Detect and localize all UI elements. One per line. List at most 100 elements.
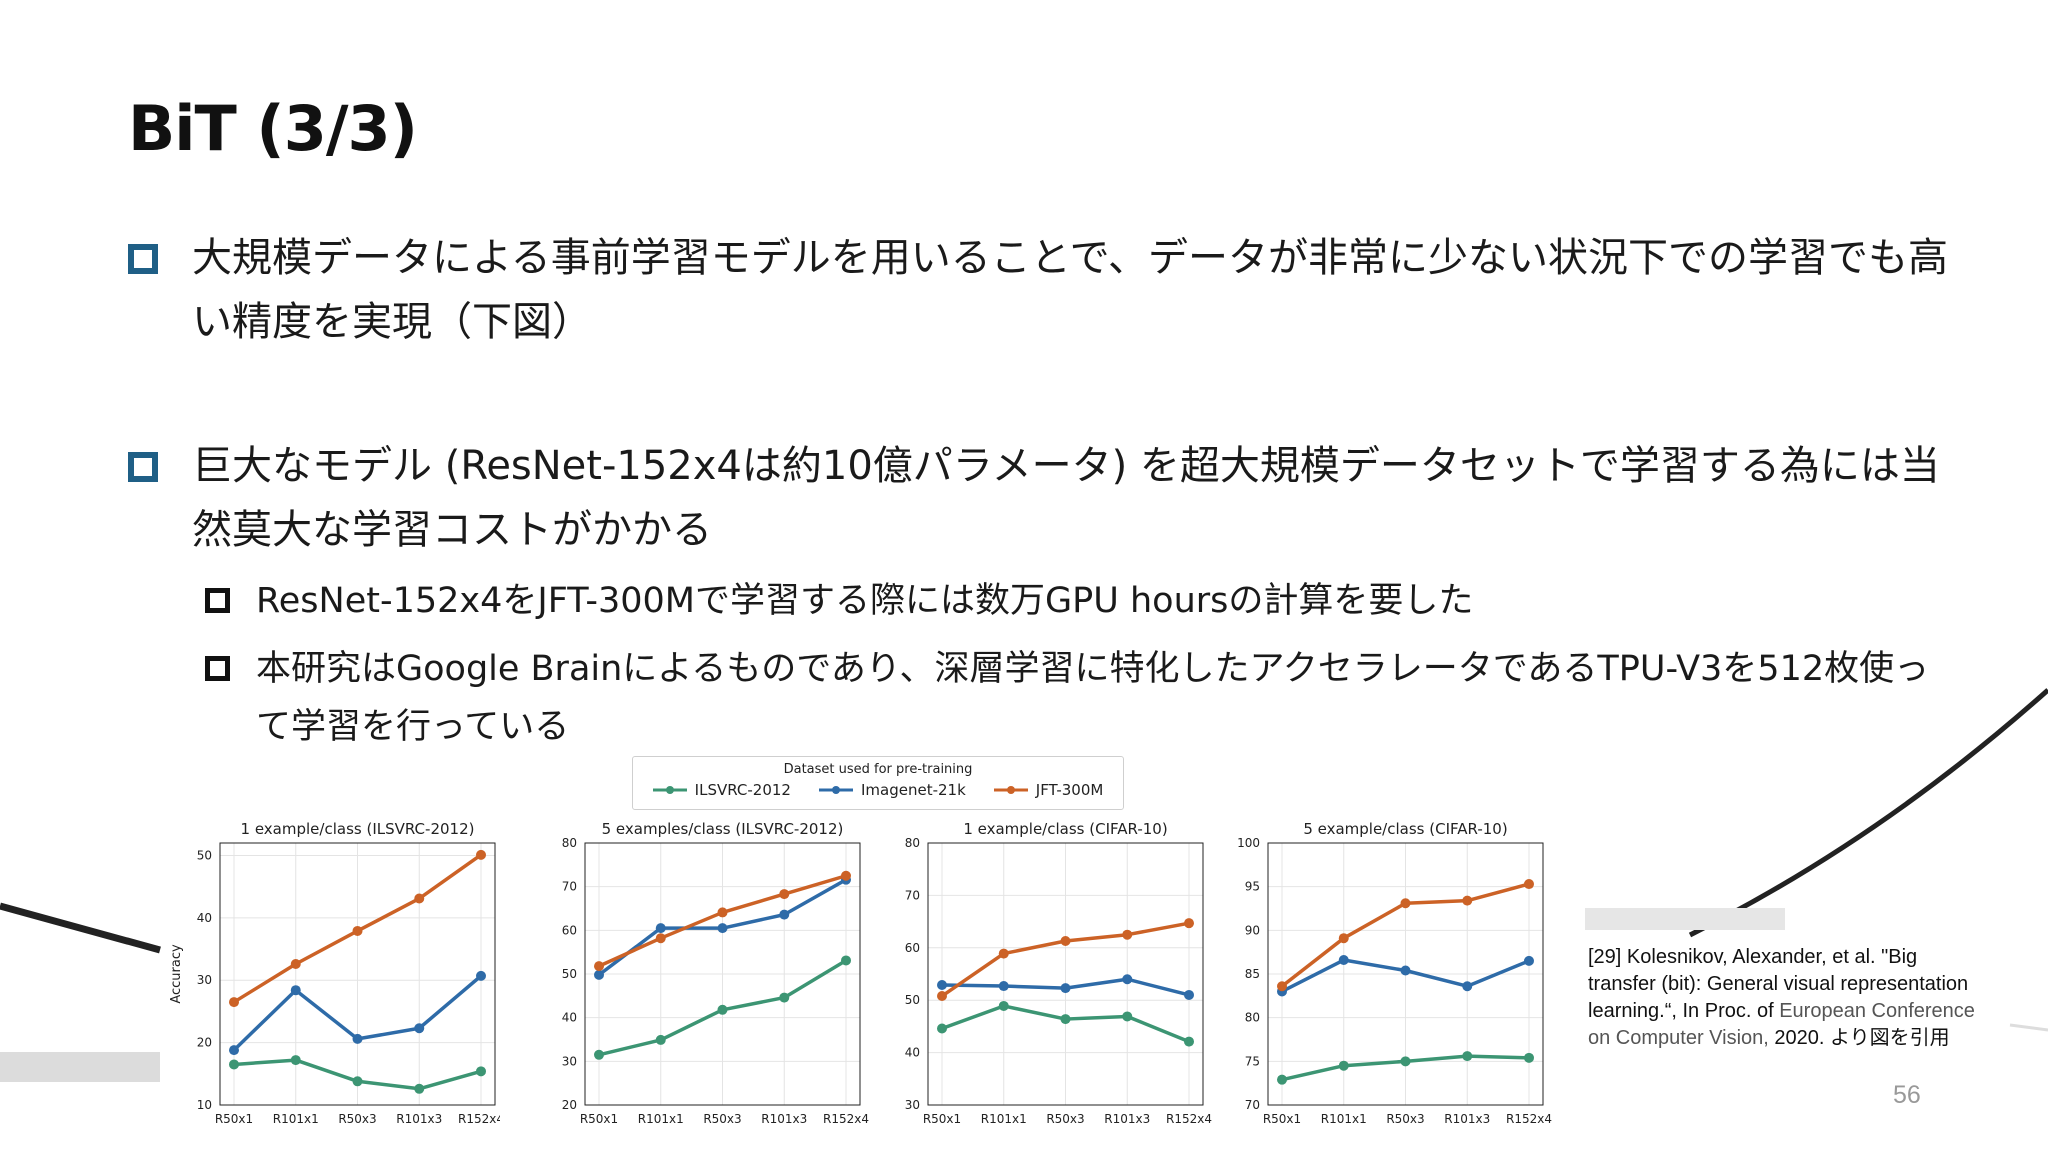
data-point — [414, 1023, 425, 1034]
y-axis-label: Accuracy — [169, 944, 184, 1004]
data-point — [1122, 974, 1133, 985]
x-tick-label: R50x1 — [215, 1112, 253, 1126]
data-point — [352, 925, 363, 936]
sub-bullet-text: 本研究はGoogle Brainによるものであり、深層学習に特化したアクセラレー… — [256, 649, 1930, 747]
y-tick-label: 70 — [1245, 1098, 1260, 1112]
x-tick-label: R50x3 — [703, 1112, 741, 1126]
chart-1-example-cifar10: 1 example/class (CIFAR-10) 30 40 50 60 70 80 R5… — [905, 820, 1212, 1126]
x-tick-label: R50x3 — [338, 1112, 376, 1126]
x-tick-label: R101x1 — [981, 1112, 1027, 1126]
data-point — [1400, 1056, 1411, 1067]
x-tick-label: R152x4 — [458, 1112, 500, 1126]
data-point — [779, 889, 790, 900]
y-tick-label: 20 — [562, 1098, 577, 1112]
square-bullet-icon — [205, 656, 230, 681]
plot-frame — [219, 842, 496, 1106]
data-point — [1524, 1052, 1534, 1063]
square-bullet-icon — [128, 452, 158, 482]
x-tick-label: R101x1 — [273, 1112, 319, 1126]
data-point — [1524, 879, 1534, 890]
citation-main: [29] Kolesnikov, Alexander, et al. "Big … — [1588, 946, 1969, 1022]
y-tick-label: 75 — [1245, 1054, 1260, 1068]
plot-frame — [1267, 842, 1544, 1106]
data-point — [779, 992, 790, 1003]
data-point — [998, 981, 1009, 992]
data-point — [352, 1076, 363, 1087]
x-tick-label: R50x3 — [1386, 1112, 1424, 1126]
data-point — [998, 1000, 1009, 1011]
data-point — [594, 1049, 604, 1060]
data-point — [1060, 935, 1071, 946]
data-point — [594, 969, 604, 980]
sub-bullet-tpu: 本研究はGoogle Brainによるものであり、深層学習に特化したアクセラレー… — [205, 640, 1945, 756]
page-number: 56 — [1893, 1081, 1921, 1109]
y-tick-label: 30 — [197, 973, 212, 987]
data-point — [1462, 895, 1473, 906]
y-tick-label: 100 — [1237, 836, 1260, 850]
legend-title: Dataset used for pre-training — [783, 762, 973, 777]
y-tick-label: 70 — [905, 888, 920, 902]
legend-label: JFT-300M — [1035, 781, 1104, 799]
x-tick-label: R50x1 — [923, 1112, 961, 1126]
data-point — [1184, 989, 1194, 1000]
data-point — [937, 1023, 947, 1034]
legend-item: JFT-300M — [993, 781, 1104, 799]
x-tick-label: R50x1 — [1263, 1112, 1301, 1126]
data-point — [655, 1034, 666, 1045]
data-point — [1462, 981, 1473, 992]
chart-5-examples-ilsvrc: 5 examples/class (ILSVRC-2012) 20 30 40 50 60… — [562, 820, 869, 1126]
data-point — [937, 980, 947, 991]
x-tick-label: R50x1 — [580, 1112, 618, 1126]
plot-frame — [927, 842, 1204, 1106]
data-point — [1277, 981, 1287, 992]
data-point — [476, 849, 486, 860]
data-point — [1060, 1014, 1071, 1025]
bullet-pretraining: 大規模データによる事前学習モデルを用いることで、データが非常に少ない状況下での学… — [128, 226, 1948, 354]
y-tick-label: 90 — [1245, 923, 1260, 937]
legend-label: Imagenet-21k — [860, 781, 966, 799]
citation-tail: 2020. より図を引用 — [1768, 1027, 1950, 1049]
data-point — [290, 1055, 301, 1066]
data-point — [717, 907, 728, 918]
data-point — [1122, 929, 1133, 940]
y-tick-label: 10 — [197, 1098, 212, 1112]
data-point — [779, 909, 790, 920]
data-point — [841, 870, 851, 881]
data-point — [414, 1083, 425, 1094]
sub-bullet-gpu-hours: ResNet-152x4をJFT-300Mで学習する際には数万GPU hours… — [205, 572, 1945, 630]
data-point — [998, 948, 1009, 959]
citation-venue: European Conference on Computer Vision, — [1588, 1000, 1975, 1049]
x-tick-label: R101x1 — [1321, 1112, 1367, 1126]
chart-legend: Dataset used for pre-training ILSVRC-201… — [632, 756, 1124, 810]
x-tick-label: R101x3 — [1444, 1112, 1490, 1126]
data-point — [290, 959, 301, 970]
y-tick-label: 50 — [905, 993, 920, 1007]
y-tick-label: 50 — [562, 967, 577, 981]
sub-bullet-text: ResNet-152x4をJFT-300Mで学習する際には数万GPU hours… — [256, 581, 1474, 621]
y-tick-label: 95 — [1245, 880, 1260, 894]
data-point — [1338, 955, 1349, 966]
legend-swatch-icon — [652, 786, 687, 794]
data-point — [1184, 1036, 1194, 1047]
x-tick-label: R50x3 — [1046, 1112, 1084, 1126]
data-point — [1184, 918, 1194, 929]
y-tick-label: 80 — [562, 836, 577, 850]
data-point — [717, 1004, 728, 1015]
citation: [29] Kolesnikov, Alexander, et al. "Big … — [1588, 944, 1988, 1052]
chart-title: 5 examples/class (ILSVRC-2012) — [602, 820, 844, 838]
legend-swatch-icon — [993, 786, 1028, 794]
data-point — [1524, 955, 1534, 966]
data-point — [414, 893, 425, 904]
y-tick-label: 30 — [905, 1098, 920, 1112]
chart-1-example-ilsvrc: 1 example/class (ILSVRC-2012) 10 20 30 40 50 R… — [169, 820, 500, 1126]
y-tick-label: 40 — [905, 1046, 920, 1060]
x-tick-label: R101x3 — [396, 1112, 442, 1126]
data-point — [655, 923, 666, 934]
x-tick-label: R101x3 — [761, 1112, 807, 1126]
data-point — [229, 1059, 239, 1070]
y-tick-label: 80 — [905, 836, 920, 850]
legend-items: ILSVRC-2012 Imagenet-21k JFT-300M — [633, 781, 1123, 799]
data-point — [1400, 965, 1411, 976]
data-point — [229, 997, 239, 1008]
